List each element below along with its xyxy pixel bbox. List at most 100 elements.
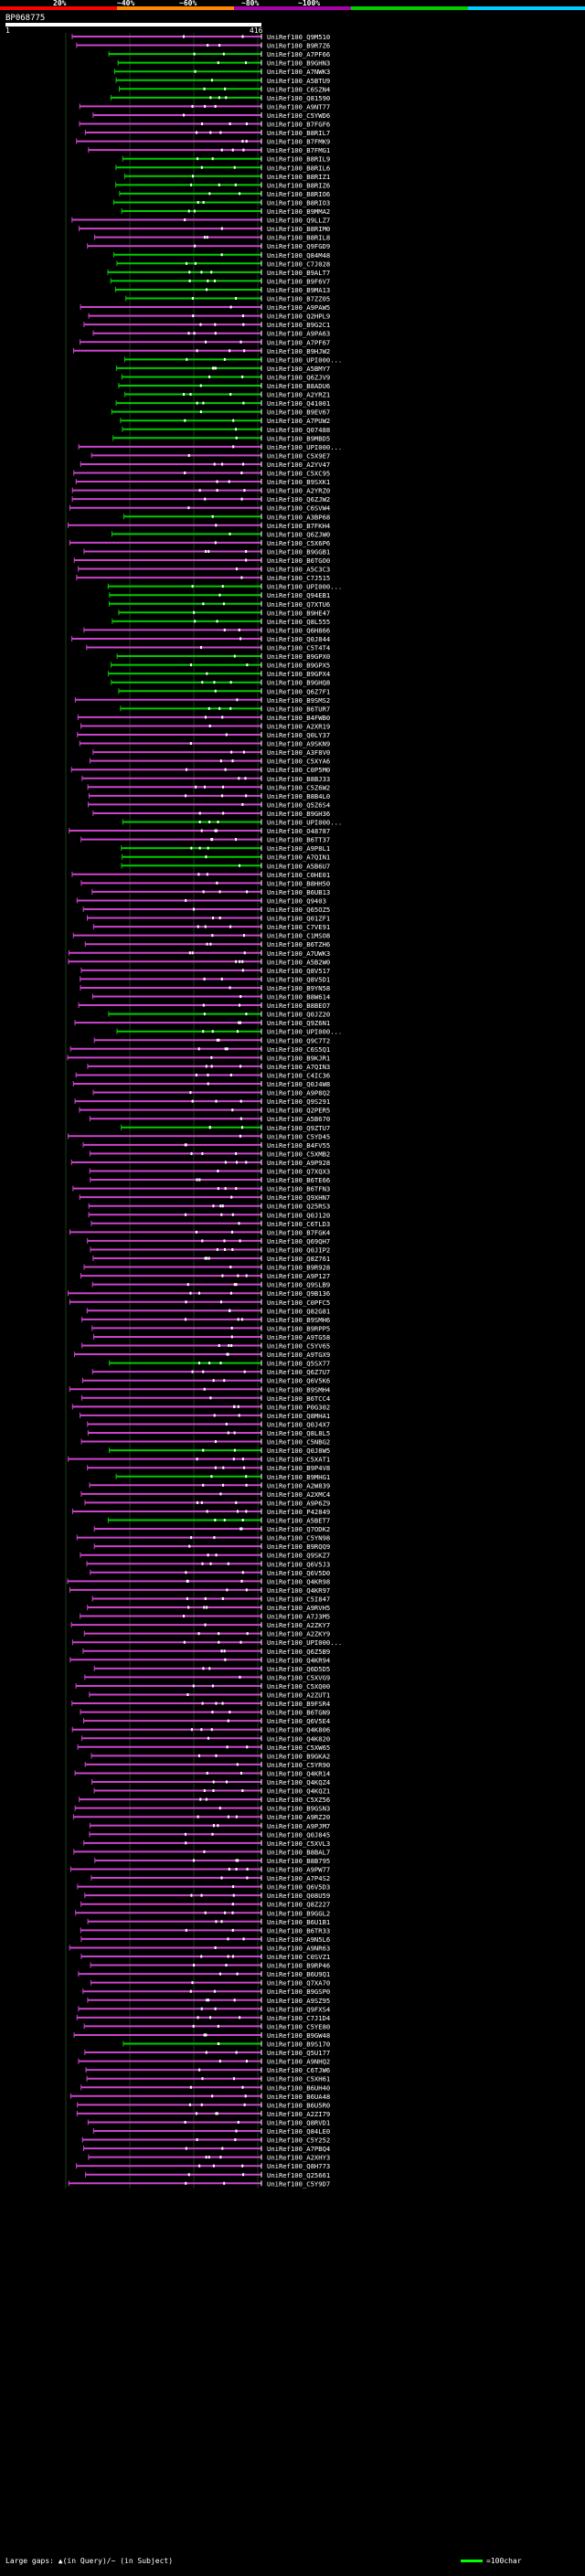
hit-label[interactable]: UniRef100_A5B2W0 [267,958,330,966]
hit-label[interactable]: UniRef100_Q25RS3 [267,1203,330,1211]
hit-row[interactable]: UniRef100_C7VE91 [92,923,330,931]
hit-row[interactable]: UniRef100_A9TG58 [92,1333,330,1341]
hit-label[interactable]: UniRef100_C5I847 [267,1595,330,1603]
hit-label[interactable]: UniRef100_A9P127 [267,1272,330,1280]
hit-label[interactable]: UniRef100_C4IC36 [267,1071,330,1079]
hit-label[interactable]: UniRef100_B7FMK9 [267,138,330,146]
hit-row[interactable]: UniRef100_A9P6Z9 [84,1499,330,1507]
hit-label[interactable]: UniRef100_A3F8V0 [267,748,330,757]
hit-row[interactable]: UniRef100_Q9FGD9 [87,242,331,250]
hit-label[interactable]: UniRef100_B7FKH4 [267,522,330,530]
hit-label[interactable]: UniRef100_C5T4T4 [267,644,330,652]
hit-row[interactable]: UniRef100_B6TZH6 [84,940,330,949]
hit-row[interactable]: UniRef100_B9SXK1 [75,478,330,486]
hit-label[interactable]: UniRef100_B6TCC4 [267,1394,330,1403]
hit-label[interactable]: UniRef100_C6S5Q1 [267,1045,330,1054]
hit-label[interactable]: UniRef100_B8HH50 [267,879,330,887]
hit-row[interactable]: UniRef100_Q6H866 [83,626,330,634]
hit-row[interactable]: UniRef100_B9MMA2 [121,207,330,216]
hit-row[interactable]: UniRef100_B7FMK9 [76,138,331,146]
hit-label[interactable]: UniRef100_B7ZZ05 [267,295,330,303]
hit-row[interactable]: UniRef100_B6U1B1 [87,1918,330,1926]
hit-row[interactable]: UniRef100_Q65OZ5 [82,906,330,914]
hit-row[interactable]: UniRef100_Q0JZ20 [108,1011,330,1019]
hit-label[interactable]: UniRef100_A9RVH5 [267,1604,330,1612]
hit-row[interactable]: UniRef100_A5C3C3 [78,566,331,574]
hit-label[interactable]: UniRef100_C6SVW4 [267,504,330,513]
hit-row[interactable]: UniRef100_B8B4L0 [88,792,330,800]
hit-row[interactable]: UniRef100_B6UA48 [69,2093,330,2101]
hit-label[interactable]: UniRef100_Q9B136 [267,1289,330,1298]
hit-label[interactable]: UniRef100_Q9C7T2 [267,1036,330,1044]
hit-label[interactable]: UniRef100_Q7XA70 [267,1979,330,1988]
hit-label[interactable]: UniRef100_O48787 [267,827,330,835]
hit-label[interactable]: UniRef100_Q9403 [267,896,326,905]
hit-label[interactable]: UniRef100_Q4KR97 [267,1586,330,1595]
hit-label[interactable]: UniRef100_Q94EB1 [267,591,330,599]
hit-row[interactable]: UniRef100_Q4KR97 [69,1586,330,1595]
hit-label[interactable]: UniRef100_A9N5L6 [267,1935,330,1944]
hit-row[interactable]: UniRef100_C5T4T4 [86,644,330,652]
hit-row[interactable]: UniRef100_B8RIL8 [94,234,331,242]
hit-label[interactable]: UniRef100_B9HE47 [267,609,330,617]
hit-row[interactable]: UniRef100_B8BAL7 [73,1848,330,1856]
hit-row[interactable]: UniRef100_Q0JIP2 [90,1246,330,1254]
hit-label[interactable]: UniRef100_B6TGO0 [267,557,330,565]
hit-label[interactable]: UniRef100_Q6V5J3 [267,1560,330,1568]
hit-label[interactable]: UniRef100_C5YV65 [267,1342,330,1351]
hit-label[interactable]: UniRef100_A2ZKY9 [267,1630,330,1638]
hit-label[interactable]: UniRef100_B9GPX0 [267,652,330,661]
hit-row[interactable]: UniRef100_A7PF66 [108,50,330,58]
hit-row[interactable]: UniRef100_C5Z6W2 [87,783,330,791]
hit-row[interactable]: UniRef100_C5X9E7 [90,451,330,460]
hit-label[interactable]: UniRef100_A2ZKY7 [267,1621,330,1629]
hit-label[interactable]: UniRef100_A7QIN3 [267,1063,330,1071]
hit-row[interactable]: UniRef100_B9HJW2 [72,347,330,355]
hit-label[interactable]: UniRef100_Q9Z6N1 [267,1019,330,1027]
hit-row[interactable]: UniRef100_C7J028 [116,260,330,268]
hit-row[interactable]: UniRef100_Q4KR14 [74,1769,330,1777]
hit-row[interactable]: UniRef100_Q8MHA1 [80,1412,331,1420]
hit-row[interactable]: UniRef100_B8RIL9 [122,155,330,164]
hit-row[interactable]: UniRef100_Q9SLB9 [91,1281,330,1289]
hit-label[interactable]: UniRef100_Q9M510 [267,33,330,41]
hit-row[interactable]: UniRef100_Q8RVD1 [87,2118,330,2126]
hit-label[interactable]: UniRef100_Q4KR14 [267,1769,330,1777]
hit-row[interactable]: UniRef100_B9GGL2 [75,1909,331,1917]
hit-label[interactable]: UniRef100_B9GW48 [267,2031,330,2040]
hit-label[interactable]: UniRef100_B6U1B1 [267,1918,330,1926]
hit-row[interactable]: UniRef100_Q4K820 [81,1734,331,1743]
hit-row[interactable]: UniRef100_B8B795 [94,1857,330,1865]
hit-row[interactable]: UniRef100_UPI000... [116,1028,342,1036]
hit-row[interactable]: UniRef100_A2ZI79 [76,2110,330,2118]
hit-label[interactable]: UniRef100_Q6ZJW2 [267,495,330,504]
hit-label[interactable]: UniRef100_C6TJW6 [267,2066,330,2074]
hit-label[interactable]: UniRef100_A5BET7 [267,1517,330,1525]
hit-label[interactable]: UniRef100_B9R7Z6 [267,42,330,50]
hit-row[interactable]: UniRef100_B9SMS2 [74,696,330,705]
hit-row[interactable]: UniRef100_B8BEO7 [78,1002,330,1010]
hit-row[interactable]: UniRef100_Q4K806 [71,1726,330,1734]
hit-label[interactable]: UniRef100_A7PUW2 [267,417,330,425]
hit-row[interactable]: UniRef100_A9P127 [80,1272,330,1280]
hit-row[interactable]: UniRef100_B8RIL6 [115,164,330,172]
hit-label[interactable]: UniRef100_C5XQ00 [267,1682,330,1691]
hit-label[interactable]: UniRef100_Q6V5D3 [267,1883,330,1892]
hit-row[interactable]: UniRef100_B6U5R0 [77,2101,331,2109]
hit-row[interactable]: UniRef100_Q08U59 [84,1892,330,1900]
hit-label[interactable]: UniRef100_C5XMB2 [267,1150,330,1158]
hit-label[interactable]: UniRef100_C5Y9D7 [267,2179,330,2188]
hit-label[interactable]: UniRef100_C5XAT1 [267,1456,330,1464]
hit-row[interactable]: UniRef100_Q6V5K6 [81,1377,330,1385]
hit-label[interactable]: UniRef100_Q8MHA1 [267,1412,330,1420]
hit-row[interactable]: UniRef100_A9RVH5 [87,1604,331,1612]
hit-row[interactable]: UniRef100_B9SMH4 [69,1385,330,1394]
hit-label[interactable]: UniRef100_A9NR63 [267,1944,330,1952]
hit-row[interactable]: UniRef100_B9GSP0 [82,1988,330,1996]
hit-label[interactable]: UniRef100_A2YRZ0 [267,487,330,495]
hit-label[interactable]: UniRef100_Q0J8W5 [267,1447,330,1455]
hit-label[interactable]: UniRef100_B9GPX4 [267,670,330,678]
hit-row[interactable]: UniRef100_B9S170 [122,2041,330,2049]
hit-row[interactable]: UniRef100_B9R928 [83,1264,330,1272]
hit-row[interactable]: UniRef100_B7ZZ05 [125,295,331,303]
